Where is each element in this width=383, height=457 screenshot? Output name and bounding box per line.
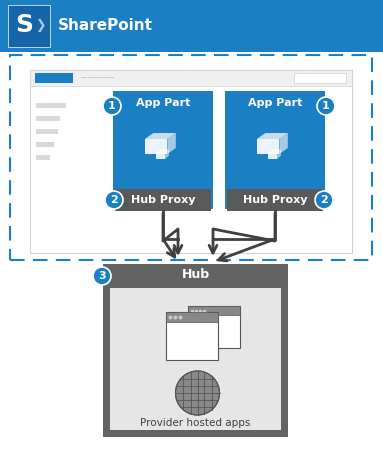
Polygon shape <box>257 139 280 154</box>
Polygon shape <box>277 149 281 159</box>
FancyBboxPatch shape <box>188 306 239 348</box>
FancyBboxPatch shape <box>188 306 239 315</box>
Circle shape <box>315 191 333 209</box>
Text: Hub: Hub <box>182 269 210 282</box>
FancyBboxPatch shape <box>30 70 352 86</box>
Polygon shape <box>165 149 169 159</box>
Text: App Part: App Part <box>248 98 302 108</box>
FancyBboxPatch shape <box>30 70 352 253</box>
Circle shape <box>317 97 335 115</box>
Polygon shape <box>257 133 288 139</box>
FancyBboxPatch shape <box>36 129 58 134</box>
Text: ─────────: ───────── <box>80 75 114 80</box>
FancyBboxPatch shape <box>113 91 213 209</box>
FancyBboxPatch shape <box>115 189 211 211</box>
FancyBboxPatch shape <box>35 73 73 83</box>
Circle shape <box>93 267 111 285</box>
FancyBboxPatch shape <box>227 189 323 211</box>
Text: 3: 3 <box>98 271 106 281</box>
FancyBboxPatch shape <box>110 288 281 430</box>
Circle shape <box>105 191 123 209</box>
Text: 1: 1 <box>322 101 330 111</box>
Text: App Part: App Part <box>136 98 190 108</box>
Polygon shape <box>145 133 176 139</box>
FancyBboxPatch shape <box>225 91 325 209</box>
Text: ❯: ❯ <box>36 19 46 32</box>
Circle shape <box>175 371 219 415</box>
FancyBboxPatch shape <box>0 0 383 52</box>
FancyBboxPatch shape <box>36 116 60 121</box>
FancyBboxPatch shape <box>8 5 50 47</box>
Text: Hub Proxy: Hub Proxy <box>243 195 307 205</box>
FancyBboxPatch shape <box>103 264 288 437</box>
Polygon shape <box>167 133 176 154</box>
Polygon shape <box>268 153 277 159</box>
FancyBboxPatch shape <box>36 155 50 160</box>
Polygon shape <box>145 139 167 154</box>
Text: Provider hosted apps: Provider hosted apps <box>140 418 251 428</box>
Text: Hub Proxy: Hub Proxy <box>131 195 195 205</box>
Polygon shape <box>156 149 169 153</box>
FancyBboxPatch shape <box>36 142 54 147</box>
Polygon shape <box>280 133 288 154</box>
Text: 1: 1 <box>108 101 116 111</box>
Polygon shape <box>156 153 165 159</box>
FancyBboxPatch shape <box>165 312 218 360</box>
FancyBboxPatch shape <box>165 312 218 322</box>
FancyBboxPatch shape <box>294 73 346 83</box>
Text: 2: 2 <box>320 195 328 205</box>
Circle shape <box>103 97 121 115</box>
Text: 2: 2 <box>110 195 118 205</box>
Polygon shape <box>268 149 281 153</box>
FancyBboxPatch shape <box>36 103 66 108</box>
Text: SharePoint: SharePoint <box>58 18 153 33</box>
Text: S: S <box>15 13 33 37</box>
